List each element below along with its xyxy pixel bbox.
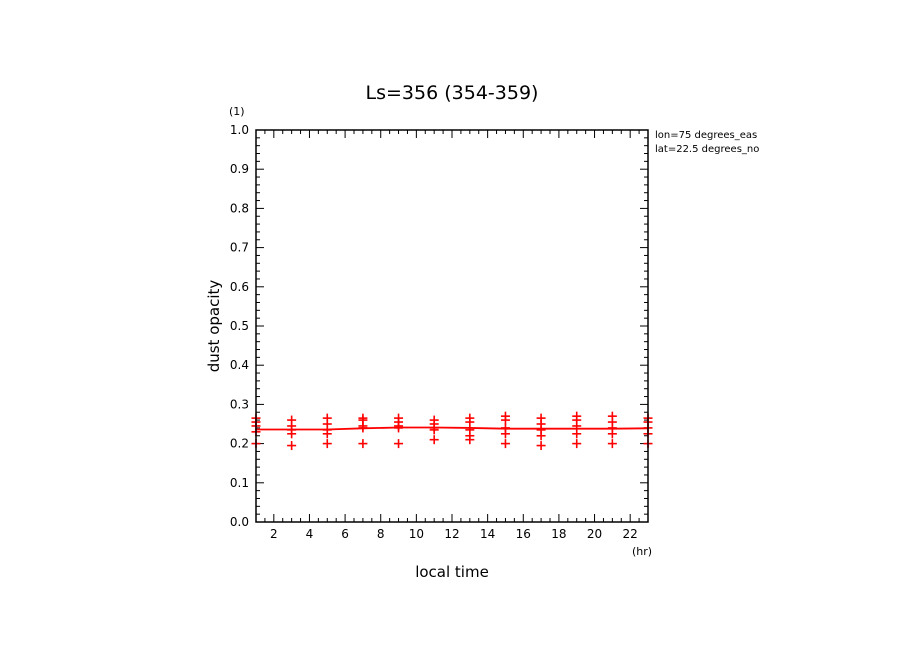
x-tick-label: 2: [270, 527, 278, 541]
y-tick-label: 0.9: [230, 162, 249, 176]
data-point-plus: [287, 441, 297, 451]
data-point-plus: [500, 429, 510, 439]
data-point-plus: [607, 429, 617, 439]
data-point-plus: [572, 429, 582, 439]
y-tick-label: 0.3: [230, 397, 249, 411]
y-tick-label: 0.1: [230, 476, 249, 490]
annotation-lon: lon=75 degrees_eas: [655, 130, 757, 141]
x-tick-label: 20: [587, 527, 602, 541]
data-point-plus: [500, 439, 510, 449]
data-point-plus: [536, 431, 546, 441]
x-tick-label: 22: [623, 527, 638, 541]
y-tick-label: 0.7: [230, 241, 249, 255]
x-axis-label: local time: [415, 563, 489, 581]
y-axis-label: dust opacity: [205, 280, 223, 373]
data-point-plus: [322, 429, 332, 439]
x-tick-label: 8: [377, 527, 385, 541]
x-tick-label: 4: [306, 527, 314, 541]
y-tick-label: 0.2: [230, 437, 249, 451]
tick-labels: 0.0 0.1 0.2 0.3 0.4 0.5 0.6 0.7 0.8 0.9 1.0 2 4 6 8 10 1…: [230, 123, 638, 541]
data-point-plus: [607, 439, 617, 449]
data-marks: [251, 411, 653, 451]
data-point-plus: [358, 439, 368, 449]
data-point-plus: [536, 441, 546, 451]
y-tick-label: 0.5: [230, 319, 249, 333]
y-tick-label: 0.4: [230, 358, 249, 372]
x-tick-label: 14: [480, 527, 495, 541]
x-tick-label: 18: [551, 527, 566, 541]
annotation-lat: lat=22.5 degrees_no: [655, 144, 759, 155]
plot-frame: [255, 129, 649, 523]
data-point-plus: [394, 439, 404, 449]
data-point-plus: [322, 439, 332, 449]
data-point-plus: [287, 429, 297, 439]
x-tick-label: 6: [341, 527, 349, 541]
mean-line: [256, 426, 649, 431]
data-point-plus: [394, 423, 404, 433]
y-tick-label: 1.0: [230, 123, 249, 137]
data-point-plus: [572, 421, 582, 431]
x-tick-label: 10: [409, 527, 424, 541]
data-point-plus: [500, 415, 510, 425]
y-tick-label: 0.6: [230, 280, 249, 294]
x-unit-label: (hr): [632, 545, 652, 558]
y-tick-label: 0.8: [230, 201, 249, 215]
axis-ticks: [255, 129, 649, 523]
y-tick-label: 0.0: [230, 515, 249, 529]
data-point-plus: [465, 417, 475, 427]
data-point-plus: [429, 425, 439, 435]
data-point-plus: [572, 439, 582, 449]
chart-title: Ls=356 (354-359): [366, 82, 539, 104]
y-unit-label: (1): [229, 105, 245, 118]
x-tick-label: 16: [516, 527, 531, 541]
data-point-plus: [429, 435, 439, 445]
data-point-plus: [465, 435, 475, 445]
x-tick-label: 12: [444, 527, 459, 541]
data-point-plus: [358, 423, 368, 433]
